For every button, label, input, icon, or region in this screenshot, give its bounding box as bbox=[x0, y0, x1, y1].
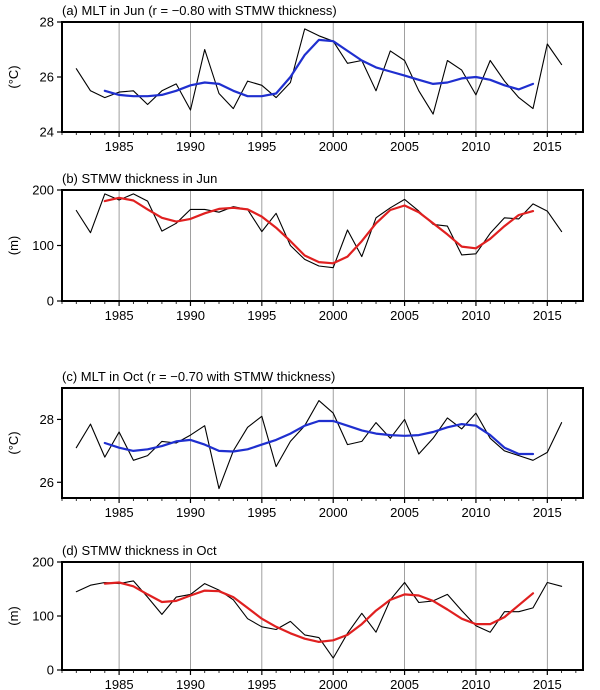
x-tick-label: 2005 bbox=[390, 505, 419, 520]
panel-d-thickness-oct: (d) STMW thickness in Oct (m) 1985 1990 19… bbox=[6, 543, 584, 690]
panel-d-title: (d) STMW thickness in Oct bbox=[62, 543, 217, 558]
panel-a-smoothed-line bbox=[103, 38, 535, 98]
y-tick-label: 100 bbox=[32, 238, 54, 253]
x-tick-label: 2000 bbox=[319, 505, 348, 520]
panel-c-smoothed-line bbox=[103, 419, 535, 456]
y-tick-label: 26 bbox=[40, 475, 54, 490]
y-tick-label: 200 bbox=[32, 555, 54, 570]
x-tick-label: 2015 bbox=[533, 505, 562, 520]
x-tick-label: 1990 bbox=[176, 308, 205, 323]
x-tick-label: 1985 bbox=[105, 505, 134, 520]
x-tick-label: 1985 bbox=[105, 677, 134, 690]
y-tick-label: 0 bbox=[47, 663, 54, 678]
panel-b-ylabel: (m) bbox=[6, 236, 21, 256]
x-tick-label: 2000 bbox=[319, 139, 348, 154]
y-tick-label: 0 bbox=[47, 294, 54, 309]
x-tick-label: 2015 bbox=[533, 308, 562, 323]
x-tick-label: 2010 bbox=[461, 308, 490, 323]
x-tick-label: 1995 bbox=[247, 139, 276, 154]
x-tick-label: 2015 bbox=[533, 139, 562, 154]
panel-a-title: (a) MLT in Jun (r = −0.80 with STMW thic… bbox=[62, 3, 337, 18]
panel-c-raw-line bbox=[75, 400, 563, 490]
x-tick-label: 2015 bbox=[533, 677, 562, 690]
x-tick-label: 1995 bbox=[247, 308, 276, 323]
x-tick-label: 2000 bbox=[319, 677, 348, 690]
y-tick-label: 100 bbox=[32, 609, 54, 624]
plot-frame bbox=[61, 189, 584, 302]
x-tick-label: 1995 bbox=[247, 505, 276, 520]
x-tick-label: 1985 bbox=[105, 139, 134, 154]
panel-b-smoothed-line bbox=[103, 196, 535, 265]
panel-a-raw-line bbox=[75, 28, 563, 115]
y-tick-label: 200 bbox=[32, 183, 54, 198]
x-tick-label: 2010 bbox=[461, 505, 490, 520]
x-tick-label: 1985 bbox=[105, 308, 134, 323]
x-tick-label: 2010 bbox=[461, 139, 490, 154]
panel-a-ylabel: (°C) bbox=[6, 65, 21, 88]
plot-frame bbox=[61, 387, 584, 499]
y-tick-label: 26 bbox=[40, 70, 54, 85]
panel-b-title: (b) STMW thickness in Jun bbox=[62, 171, 217, 186]
panel-c-mlt-oct: (c) MLT in Oct (r = −0.70 with STMW thic… bbox=[6, 369, 584, 520]
plot-frame bbox=[61, 21, 584, 133]
x-tick-label: 1990 bbox=[176, 505, 205, 520]
x-tick-label: 2005 bbox=[390, 139, 419, 154]
x-tick-label: 1995 bbox=[247, 677, 276, 690]
x-tick-label: 2000 bbox=[319, 308, 348, 323]
panel-c-ylabel: (°C) bbox=[6, 431, 21, 454]
x-tick-label: 2005 bbox=[390, 677, 419, 690]
panel-d-ylabel: (m) bbox=[6, 606, 21, 626]
x-tick-label: 1990 bbox=[176, 139, 205, 154]
panel-a-mlt-jun: (a) MLT in Jun (r = −0.80 with STMW thic… bbox=[6, 3, 584, 154]
x-tick-label: 2010 bbox=[461, 677, 490, 690]
panel-b-thickness-jun: (b) STMW thickness in Jun (m) 1985 1990 19… bbox=[6, 171, 584, 323]
x-tick-label: 1990 bbox=[176, 677, 205, 690]
panel-b-raw-line bbox=[75, 193, 563, 269]
y-tick-label: 28 bbox=[40, 412, 54, 427]
y-tick-label: 28 bbox=[40, 15, 54, 30]
y-tick-label: 24 bbox=[40, 125, 54, 140]
panel-d-smoothed-line bbox=[103, 581, 535, 644]
panel-c-title: (c) MLT in Oct (r = −0.70 with STMW thic… bbox=[62, 369, 335, 384]
panel-d-raw-line bbox=[75, 580, 563, 659]
x-tick-label: 2005 bbox=[390, 308, 419, 323]
